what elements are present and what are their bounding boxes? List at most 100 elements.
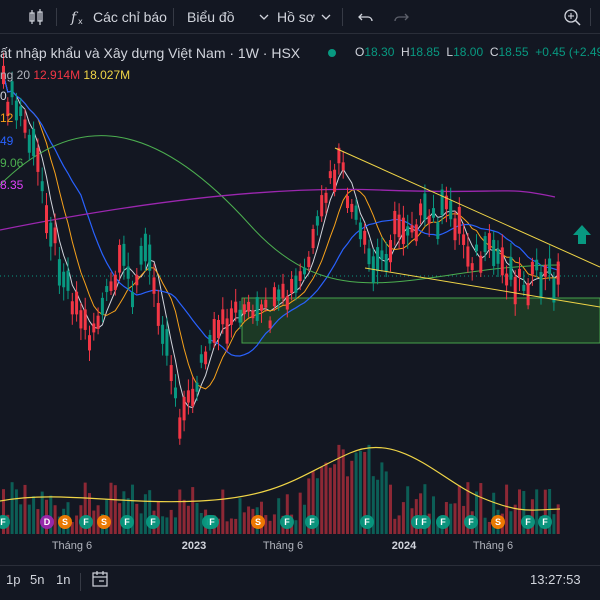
- x-axis-label: Tháng 6: [473, 540, 513, 552]
- candle-body: [251, 310, 255, 319]
- volume-bar: [303, 504, 306, 534]
- candle-body: [217, 319, 220, 339]
- zoom-search-icon[interactable]: [562, 7, 582, 27]
- redo-icon[interactable]: [391, 7, 411, 27]
- volume-bar: [436, 520, 440, 534]
- candle-body: [109, 281, 113, 291]
- range-5n-button[interactable]: 5n: [30, 572, 45, 587]
- candle-body: [509, 256, 513, 280]
- event-marker: [251, 515, 265, 529]
- volume-bar: [389, 484, 392, 534]
- candle-body: [195, 382, 199, 392]
- market-status-dot: [328, 49, 336, 57]
- event-marker: [305, 515, 319, 529]
- chevron-down-icon[interactable]: [316, 7, 336, 27]
- change-value: +0.45 (+2.49: [535, 45, 600, 59]
- event-marker: [538, 515, 552, 529]
- trendline-upper: [334, 147, 600, 268]
- volume-bar: [272, 514, 276, 534]
- volume-bar: [384, 471, 388, 534]
- candle-body: [483, 236, 487, 253]
- candle-body: [350, 203, 354, 212]
- volume-bar: [264, 515, 268, 534]
- clock-time[interactable]: 13:27:53 (UT: [530, 572, 581, 587]
- volume-bar: [148, 490, 152, 534]
- candle-body: [389, 240, 392, 263]
- svg-text:f: f: [70, 10, 79, 26]
- candle-body: [543, 264, 547, 277]
- volume-bar: [324, 462, 328, 534]
- symbol-title[interactable]: ất nhập khẩu và Xây dựng Việt Nam · 1W ·…: [0, 45, 301, 61]
- candle-body: [496, 248, 500, 264]
- up-arrow-icon: [573, 225, 591, 244]
- volume-bar: [174, 517, 177, 534]
- chart-type-button[interactable]: Biểu đồ: [187, 9, 235, 25]
- calendar-range-icon[interactable]: [90, 569, 110, 589]
- candle-body: [40, 181, 44, 192]
- candle-body: [470, 263, 474, 271]
- event-marker: [120, 515, 134, 529]
- candle-body: [272, 287, 276, 307]
- profile-button[interactable]: Hồ sơ: [277, 9, 315, 25]
- range-1n-button[interactable]: 1n: [56, 572, 71, 587]
- candle-body: [406, 226, 410, 236]
- volume-bar: [341, 449, 345, 534]
- low-label: L: [446, 45, 454, 59]
- candle-body: [19, 106, 23, 117]
- x-axis-label: 2024: [392, 540, 417, 552]
- candle-body: [294, 275, 298, 293]
- event-marker-label: F: [309, 517, 315, 527]
- ma-line-orange: [3, 74, 559, 390]
- indicators-button[interactable]: Các chỉ báo: [93, 9, 167, 25]
- ma-value-1: 0: [0, 89, 7, 103]
- volume-bar: [135, 503, 139, 534]
- volume-bar: [225, 521, 229, 534]
- candle-body: [221, 309, 225, 325]
- candle-body: [260, 304, 263, 311]
- candle-body: [315, 216, 319, 226]
- candle-body: [475, 244, 478, 252]
- event-marker: [417, 515, 431, 529]
- volume-value: 12.914M: [33, 68, 81, 82]
- range-1p-button[interactable]: 1p: [6, 572, 21, 587]
- volume-bar: [457, 485, 461, 534]
- candle-body: [156, 302, 160, 326]
- undo-icon[interactable]: [356, 7, 376, 27]
- candle-body: [328, 171, 332, 179]
- event-marker-label: F: [542, 517, 548, 527]
- event-marker: [146, 515, 160, 529]
- chevron-down-icon[interactable]: [254, 7, 274, 27]
- candle-body: [307, 256, 311, 267]
- volume-legend: ng 20 12.914M 18.027M: [0, 68, 130, 82]
- candle-body: [70, 301, 74, 315]
- volume-bar: [432, 496, 435, 534]
- volume-bar: [161, 516, 165, 534]
- volume-bar: [543, 489, 547, 534]
- volume-bar: [122, 491, 126, 534]
- volume-bar: [522, 491, 526, 534]
- volume-bar: [350, 460, 354, 534]
- volume-bar: [328, 467, 332, 534]
- volume-bar: [453, 503, 457, 534]
- candle-body: [229, 308, 233, 325]
- volume-bar: [358, 450, 362, 534]
- volume-bar: [466, 482, 470, 534]
- event-marker-label: S: [255, 517, 261, 527]
- event-marker-label: F: [440, 517, 446, 527]
- candle-body: [57, 259, 61, 286]
- candle-body: [135, 274, 139, 286]
- candles-icon[interactable]: [26, 7, 46, 27]
- volume-bar: [337, 444, 341, 534]
- bottom-divider: [80, 573, 81, 591]
- candle-body: [53, 227, 57, 244]
- volume-bar: [268, 520, 272, 534]
- candle-body: [552, 278, 556, 303]
- candle-body: [79, 310, 83, 329]
- candle-body: [225, 318, 229, 344]
- candle-body: [83, 309, 87, 330]
- volume-bar: [311, 470, 315, 534]
- candle-body: [380, 250, 384, 260]
